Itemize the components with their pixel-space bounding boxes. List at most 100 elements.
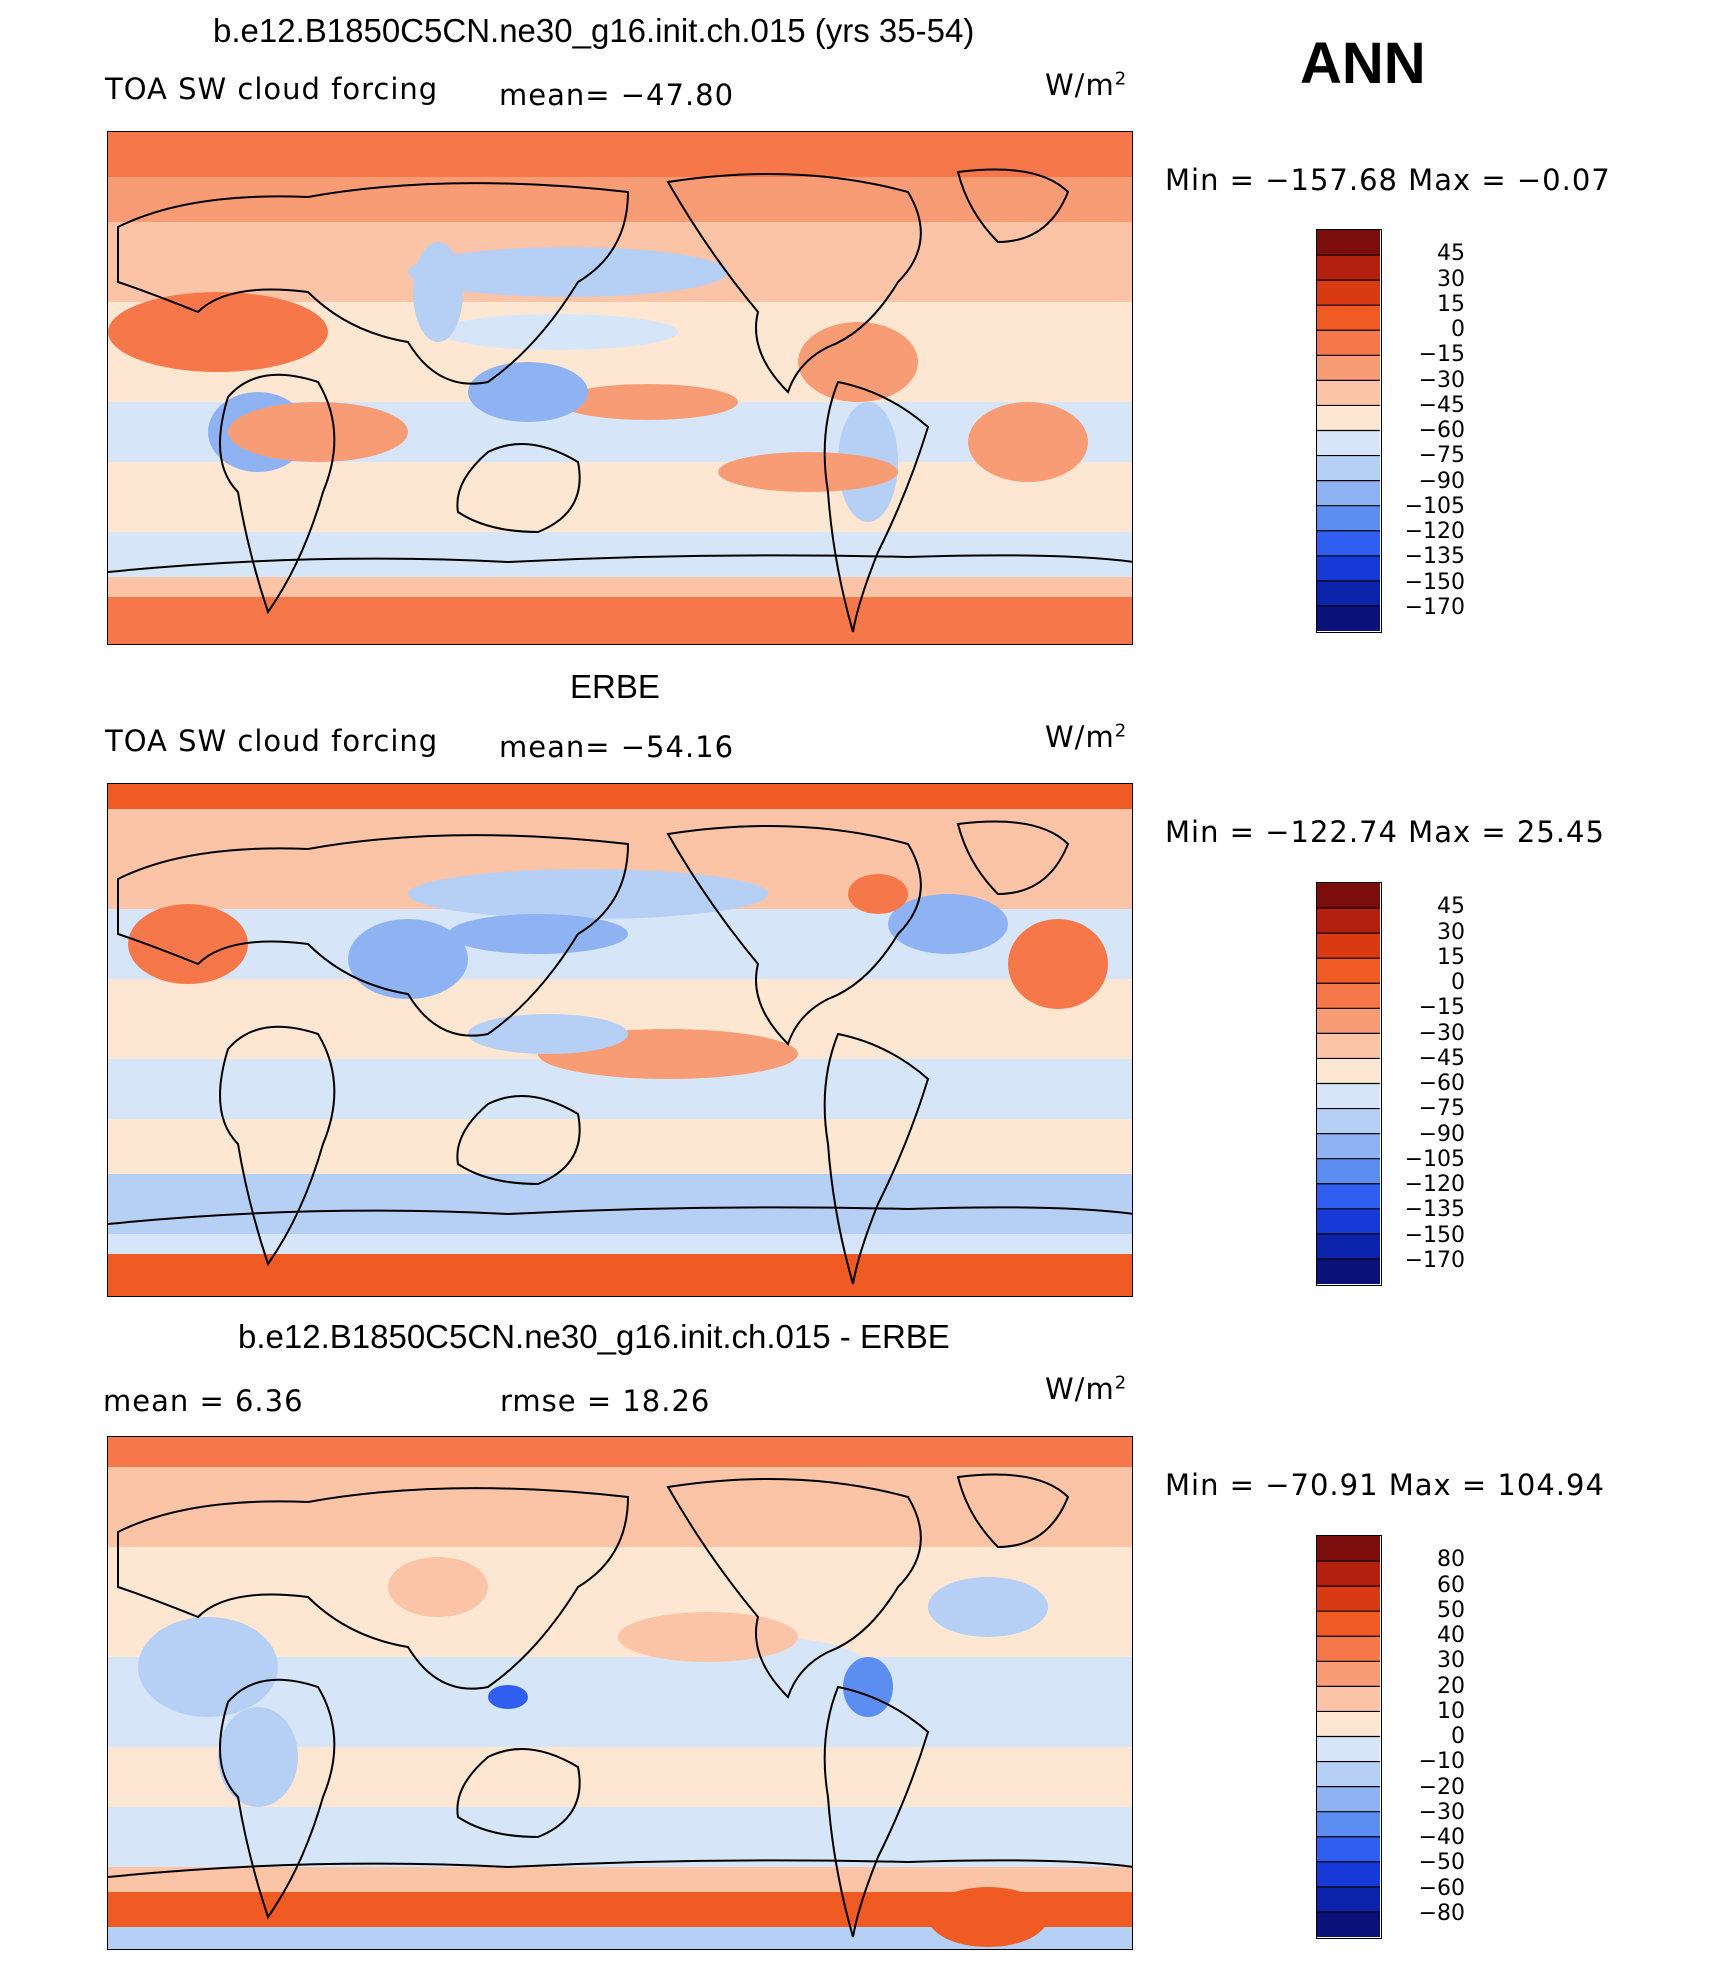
colorbar-tick-label: 30 [1437,266,1465,292]
field-blob [488,1685,528,1709]
colorbar-swatch [1317,1586,1380,1612]
panel2-mean: mean= −54.16 [499,730,735,764]
panel3-units: W/m2 [1045,1372,1128,1406]
colorbar-swatch [1317,1108,1380,1135]
colorbar-tick-label: −105 [1404,1146,1465,1172]
colorbar-tick-label: −75 [1418,443,1465,469]
colorbar-swatch [1317,1058,1380,1084]
panel2-map [107,783,1133,1297]
panel1-title: b.e12.B1850C5CN.ne30_g16.init.ch.015 (yr… [213,12,975,49]
colorbar-tick-label: −90 [1418,1121,1465,1147]
coastline [956,168,1070,244]
field-blob [438,314,678,350]
field-blob [843,1657,893,1717]
colorbar-swatch [1317,405,1380,431]
colorbar-swatch [1317,1033,1380,1059]
field-blob [108,292,328,372]
colorbar-swatch [1317,1083,1380,1110]
colorbar-tick-label: −135 [1404,1197,1465,1223]
colorbar-swatch [1317,1636,1380,1662]
colorbar-swatch [1317,1661,1380,1687]
field-blob [848,874,908,914]
colorbar-swatch [1317,255,1380,281]
panel3-title: b.e12.B1850C5CN.ne30_g16.init.ch.015 - E… [238,1318,950,1355]
panel1-mean: mean= −47.80 [499,78,735,112]
panel2-title: ERBE [570,668,660,705]
colorbar-tick-label: −15 [1418,995,1465,1021]
coastline [108,554,1132,573]
coastline [823,380,930,633]
colorbar-tick-label: 0 [1451,970,1465,995]
colorbar-swatch [1317,1183,1380,1210]
field-blob [558,384,738,420]
colorbar-tick-label: −45 [1418,392,1465,418]
panel3-rmse: rmse = 18.26 [500,1384,711,1418]
panel3-mean: mean = 6.36 [103,1384,304,1418]
panel1-units: W/m2 [1045,68,1128,102]
colorbar-tick-label: −20 [1418,1774,1465,1800]
colorbar-swatch [1317,1158,1380,1185]
colorbar-tick-label: −170 [1404,594,1465,620]
field-blob [408,247,728,297]
colorbar-tick-label: −170 [1404,1247,1465,1273]
field-blob [968,402,1088,482]
field-blob [228,402,408,462]
colorbar-swatch [1317,933,1380,959]
colorbar-swatch [1317,1561,1380,1587]
colorbar-tick-label: 80 [1437,1547,1465,1573]
colorbar-tick-label: 30 [1437,1648,1465,1674]
field-blob [928,1577,1048,1637]
colorbar-tick-label: −135 [1404,544,1465,570]
colorbar-swatch [1317,1711,1380,1737]
colorbar-swatch [1317,305,1380,331]
colorbar-swatch [1317,1208,1380,1235]
coastline [456,443,581,534]
panel2-units: W/m2 [1045,720,1128,754]
field-blob [218,1707,298,1807]
colorbar-tick-label: 0 [1451,1724,1465,1749]
colorbar-swatch [1317,530,1380,557]
panel3-map [107,1436,1133,1950]
colorbar-swatch [1317,1258,1380,1284]
colorbar-swatch [1317,1133,1380,1160]
panel1-colorbar [1316,229,1382,633]
coastline [666,825,922,1046]
colorbar-tick-label: 15 [1437,291,1465,317]
colorbar-swatch [1317,1761,1380,1788]
field-blob [928,1887,1048,1947]
coastline [956,1473,1070,1549]
coastline [108,1206,1132,1225]
panel2-minmax: Min = −122.74 Max = 25.45 [1165,815,1605,849]
colorbar-tick-label: −30 [1418,1799,1465,1825]
coastline [117,1487,630,1690]
panel2-variable: TOA SW cloud forcing [105,724,439,758]
colorbar-swatch [1317,380,1380,406]
colorbar-swatch [1317,455,1380,482]
colorbar-tick-label: −150 [1404,569,1465,595]
colorbar-tick-label: −105 [1404,493,1465,519]
colorbar-tick-label: −50 [1418,1850,1465,1876]
colorbar-tick-label: 40 [1437,1623,1465,1648]
field-blob [798,322,918,402]
coastline [219,1678,336,1920]
panel1-minmax: Min = −157.68 Max = −0.07 [1165,163,1611,197]
coastline [823,1032,930,1285]
field-blob [128,904,248,984]
panel2-colorbar [1316,882,1382,1286]
colorbar-swatch [1317,1536,1380,1562]
field-blob [413,242,463,342]
colorbar-swatch [1317,1786,1380,1813]
colorbar-swatch [1317,555,1380,582]
colorbar-swatch [1317,1811,1380,1838]
colorbar-tick-label: 30 [1437,919,1465,945]
colorbar-swatch [1317,958,1380,984]
colorbar-tick-label: −40 [1418,1825,1465,1850]
field-blob [1008,919,1108,1009]
colorbar-swatch [1317,230,1380,256]
colorbar-swatch [1317,580,1380,607]
coastline [108,1859,1132,1878]
colorbar-swatch [1317,983,1380,1009]
colorbar-swatch [1317,430,1380,457]
field-blob [408,869,768,919]
field-blob [448,914,628,954]
